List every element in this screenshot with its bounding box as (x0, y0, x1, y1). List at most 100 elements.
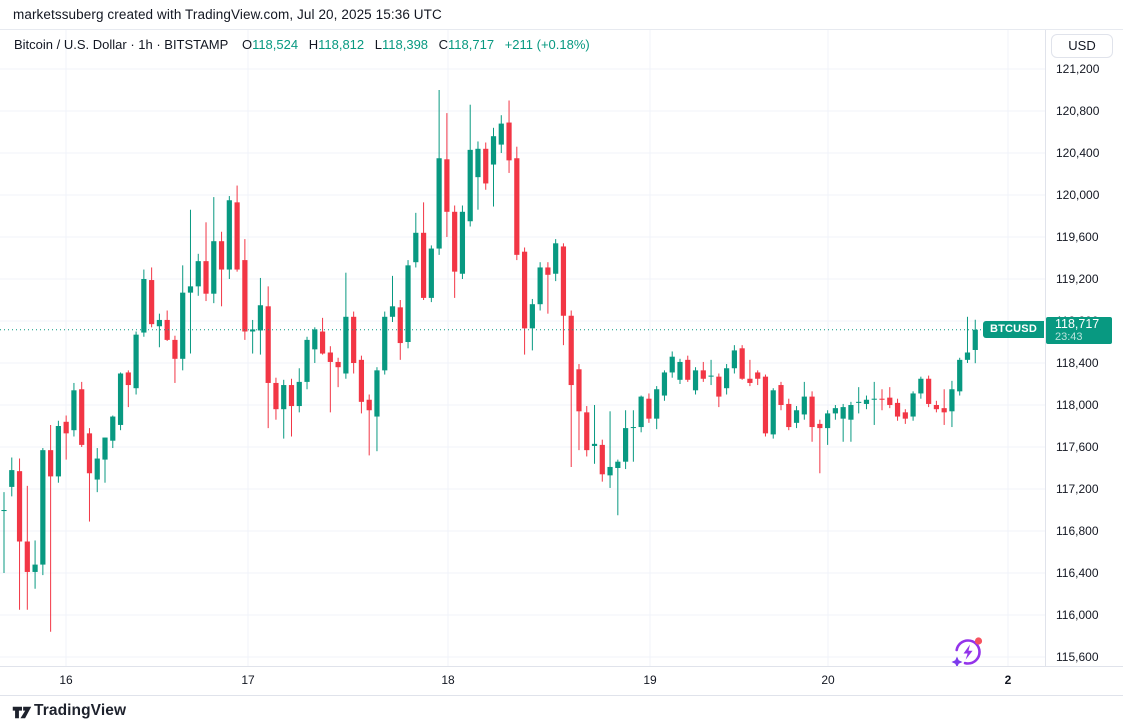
time-axis[interactable]: 16 17 18 19 20 2 (0, 666, 1123, 695)
time-tick-label: 18 (441, 673, 455, 687)
candle-body (327, 352, 333, 362)
candle-body (817, 423, 823, 429)
candle-body (257, 305, 264, 331)
ohlc-high: H118,812 (308, 37, 365, 52)
candle-body (63, 421, 69, 434)
chart-plot-area[interactable]: Bitcoin / U.S. Dollar · 1h · BITSTAMP O1… (0, 30, 1045, 668)
candle-body (957, 359, 963, 392)
candle-body (529, 304, 535, 329)
candle-body (786, 403, 792, 428)
candle-body (180, 292, 186, 359)
candle-body (972, 329, 978, 350)
candle-body (102, 437, 108, 460)
candle-body (234, 202, 240, 270)
price-tick-label: 116,000 (1056, 607, 1099, 622)
candle-body (514, 158, 520, 255)
candle-body (133, 334, 139, 389)
candle-body (506, 122, 512, 161)
bar-countdown: 23:43 (1055, 330, 1083, 343)
time-tick-label: 2 (1004, 673, 1012, 687)
candle-body (218, 241, 225, 270)
symbol-legend: Bitcoin / U.S. Dollar · 1h · BITSTAMP O1… (14, 37, 590, 55)
candle-body (848, 405, 854, 420)
candle-body (941, 408, 947, 413)
candle-body (149, 280, 155, 325)
candle-body (685, 359, 691, 380)
price-tick-label: 121,200 (1056, 61, 1100, 76)
candle-body (607, 466, 613, 476)
candle-body (623, 428, 629, 462)
current-price-value: 118,717 (1055, 316, 1100, 331)
candle-body (840, 407, 846, 419)
candle-body (716, 376, 722, 397)
candle-body (755, 372, 761, 379)
ai-lightning-icon[interactable] (949, 632, 987, 670)
candle-body (459, 211, 466, 274)
price-tick-label: 119,200 (1056, 271, 1099, 286)
candle-body (933, 405, 939, 410)
candle-body (949, 389, 955, 412)
candle-body (801, 396, 807, 415)
price-tick-label: 116,800 (1056, 523, 1099, 538)
price-axis-panel[interactable]: USD 121,200 120,800 120,400 120,000 119,600 1… (1045, 30, 1123, 666)
candle-body (16, 471, 23, 542)
candle-body (40, 450, 46, 565)
candle-body (887, 397, 893, 405)
candle-body (86, 433, 93, 474)
candle-body (94, 458, 100, 480)
candle-body (521, 251, 528, 329)
candle-body (195, 261, 201, 287)
candle-body (211, 241, 217, 294)
candle-body (545, 267, 551, 275)
candle-body (778, 385, 784, 405)
candle-body (389, 306, 396, 317)
candle-body (894, 402, 901, 417)
candle-body (444, 159, 450, 212)
candle-body (708, 375, 714, 377)
candle-body (646, 398, 652, 419)
candle-body (203, 261, 209, 294)
candle-body (366, 399, 372, 411)
candle-body (739, 348, 745, 379)
price-tick-label: 116,400 (1056, 565, 1099, 580)
candle-body (187, 286, 194, 293)
candle-body (125, 372, 131, 386)
candle-body (172, 339, 178, 359)
candle-body (413, 232, 419, 263)
candle-body (731, 350, 737, 369)
time-tick-label: 20 (821, 673, 835, 687)
candle-body (1, 510, 7, 512)
time-tick-label: 17 (241, 673, 255, 687)
candle-body (117, 373, 124, 425)
change-percent: +211 (+0.18%) (504, 37, 590, 52)
candle-body (553, 243, 559, 274)
usd-currency-button[interactable]: USD (1051, 34, 1113, 58)
candle-body (467, 149, 473, 222)
candle-body (71, 390, 77, 431)
price-tick-label: 119,600 (1056, 229, 1099, 244)
candle-body (428, 248, 434, 298)
candle-body (498, 123, 504, 145)
candle-body (964, 352, 971, 360)
ohlc-open: O118,524 (241, 37, 299, 52)
candle-body (304, 339, 310, 382)
candle-body (55, 426, 61, 477)
tradingview-wordmark[interactable]: TradingView (34, 702, 127, 719)
candle-body (724, 368, 730, 389)
candle-body (250, 329, 256, 332)
candle-body (242, 260, 248, 332)
candle-body (405, 265, 411, 342)
price-tick-label: 118,400 (1056, 355, 1099, 370)
candle-body (351, 316, 357, 363)
candle-body (856, 401, 862, 403)
candle-body (669, 356, 675, 373)
tradingview-logo[interactable] (12, 704, 32, 721)
footer-bar: TradingView (0, 695, 1123, 727)
candle-body (762, 376, 769, 434)
candlestick-chart[interactable] (0, 30, 1045, 666)
candle-body (879, 398, 885, 400)
candle-body (918, 378, 924, 394)
candle-body (9, 470, 15, 487)
candle-body (397, 307, 403, 344)
candle-body (452, 211, 458, 272)
